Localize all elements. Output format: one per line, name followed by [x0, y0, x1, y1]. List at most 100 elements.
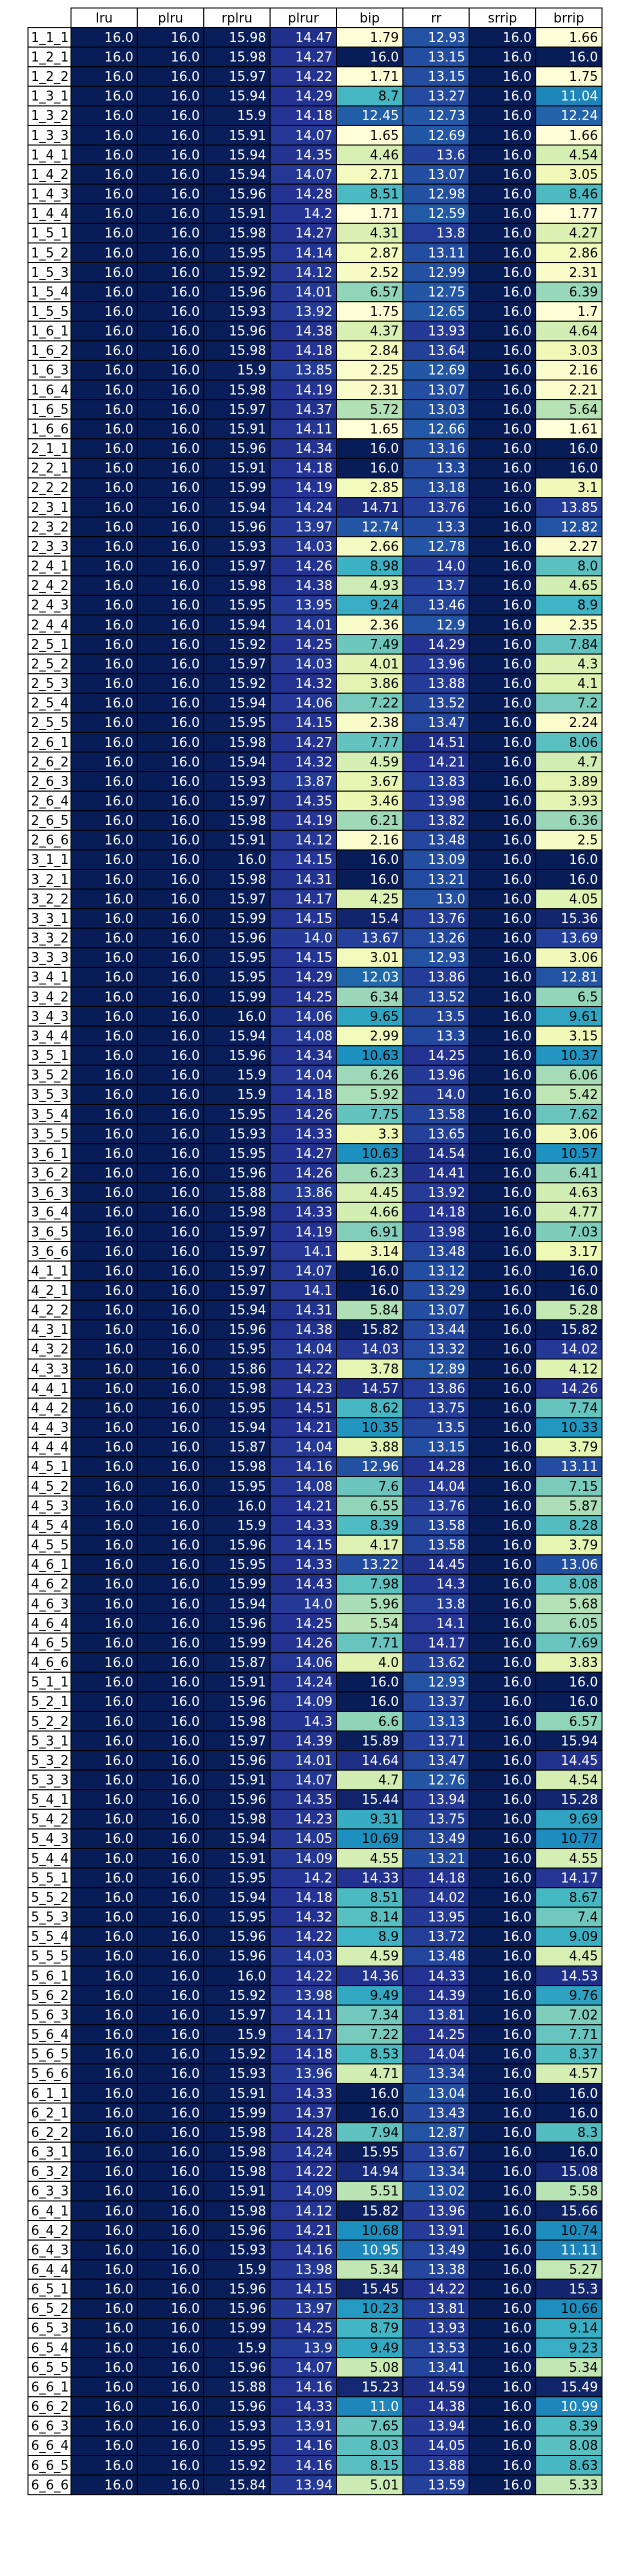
cell-value: 15.96 — [229, 325, 266, 340]
cell-value: 16.0 — [503, 1441, 532, 1456]
cell-value: 13.34 — [428, 2067, 465, 2082]
cell-value: 16.0 — [171, 971, 200, 986]
cell-value: 14.05 — [428, 2439, 465, 2454]
cell-value: 4.46 — [370, 148, 399, 163]
table-row: 2_5_4 16.0 16.0 15.94 14.06 7.22 13.52 16.0 7.2 — [27, 692, 603, 714]
cell-value: 14.22 — [295, 2165, 332, 2180]
cell-value: 16.0 — [104, 853, 133, 868]
cell-value: 13.58 — [428, 1108, 465, 1123]
cell-value: 16.0 — [171, 1167, 200, 1182]
row-label: 5_4_2 — [31, 1813, 69, 1828]
cell-value: 16.0 — [104, 1186, 133, 1201]
cell-value: 10.63 — [362, 1049, 399, 1064]
cell-value: 15.94 — [229, 618, 266, 633]
cell-value: 16.0 — [569, 1695, 598, 1710]
cell-value: 16.0 — [104, 1911, 133, 1926]
cell-value: 15.9 — [237, 2341, 266, 2356]
cell-value: 14.53 — [561, 1969, 598, 1984]
header-row: lru plru rplru plrur bip rr srrip brrip — [70, 7, 603, 29]
row-label: 6_2_1 — [31, 2106, 69, 2121]
row-label: 3_4_2 — [31, 990, 69, 1005]
cell-value: 16.0 — [503, 853, 532, 868]
row-label: 4_5_1 — [31, 1460, 69, 1475]
row-label: 1_6_5 — [31, 403, 69, 418]
cell-value: 16.0 — [237, 853, 266, 868]
cell-value: 16.0 — [503, 1343, 532, 1358]
cell-value: 14.09 — [295, 1695, 332, 1710]
cell-value: 14.0 — [304, 1597, 333, 1612]
row-label: 2_4_4 — [31, 618, 69, 633]
cell-value: 14.26 — [295, 560, 332, 575]
cell-value: 16.0 — [503, 2146, 532, 2161]
cell-value: 16.0 — [171, 403, 200, 418]
cell-value: 16.0 — [171, 1343, 200, 1358]
cell-value: 14.16 — [295, 1460, 332, 1475]
table-row: 4_6_4 16.0 16.0 15.96 14.25 5.54 14.1 16.0 6.05 — [27, 1613, 603, 1634]
table-row: 6_3_1 16.0 16.0 15.98 14.24 15.95 13.67 16.0 16.… — [27, 2141, 603, 2163]
cell-value: 15.92 — [229, 638, 266, 653]
cell-value: 1.75 — [569, 70, 598, 85]
cell-value: 16.0 — [503, 1989, 532, 2004]
cell-value: 4.66 — [370, 1206, 399, 1221]
cell-value: 5.01 — [370, 2478, 399, 2493]
cell-value: 16.0 — [370, 873, 399, 888]
cell-value: 10.23 — [362, 2302, 399, 2317]
cell-value: 16.0 — [503, 794, 532, 809]
cell-value: 15.92 — [229, 2048, 266, 2063]
cell-value: 4.05 — [569, 892, 598, 907]
table-row: 5_6_6 16.0 16.0 15.93 13.96 4.71 13.34 16.0 4.57 — [27, 2063, 603, 2084]
row-label: 5_6_5 — [31, 2048, 69, 2063]
cell-value: 8.98 — [370, 560, 399, 575]
cell-value: 16.0 — [503, 1969, 532, 1984]
cell-value: 5.33 — [569, 2478, 598, 2493]
table-row: 6_6_2 16.0 16.0 15.96 14.33 11.0 14.38 16.0 10.9… — [27, 2396, 603, 2417]
table-row: 2_6_6 16.0 16.0 15.91 14.12 2.16 13.48 16.0 2.5 — [27, 829, 603, 851]
table-row: 5_4_3 16.0 16.0 15.94 14.05 10.69 13.49 16.0 10.… — [27, 1828, 603, 1850]
cell-value: 15.84 — [229, 2478, 266, 2493]
cell-value: 8.0 — [577, 560, 598, 575]
cell-value: 3.01 — [370, 951, 399, 966]
cell-value: 2.52 — [370, 266, 399, 281]
cell-value: 15.95 — [229, 1480, 266, 1495]
cell-value: 16.0 — [104, 677, 133, 692]
cell-value: 16.0 — [171, 1597, 200, 1612]
table-row: 5_3_1 16.0 16.0 15.97 14.39 15.89 13.71 16.0 15.… — [27, 1730, 603, 1752]
cell-value: 2.86 — [569, 246, 598, 261]
row-label: 2_5_2 — [31, 657, 69, 672]
cell-value: 8.46 — [569, 188, 598, 203]
row-label: 2_2_1 — [31, 462, 69, 477]
cell-value: 16.0 — [171, 716, 200, 731]
cell-value: 14.27 — [295, 227, 332, 242]
row-label: 2_5_4 — [31, 697, 69, 712]
cell-value: 9.24 — [370, 599, 399, 614]
cell-value: 16.0 — [503, 2380, 532, 2395]
table-row: 4_3_1 16.0 16.0 15.96 14.38 15.82 13.44 16.0 15.… — [27, 1319, 603, 1340]
cell-value: 14.22 — [295, 1362, 332, 1377]
cell-value: 16.0 — [104, 325, 133, 340]
cell-value: 15.98 — [229, 1382, 266, 1397]
cell-value: 14.16 — [295, 2459, 332, 2474]
cell-value: 2.38 — [370, 716, 399, 731]
cell-value: 13.86 — [428, 971, 465, 986]
cell-value: 16.0 — [503, 2341, 532, 2356]
table-row: 6_5_1 16.0 16.0 15.96 14.15 15.45 14.22 16.0 15.… — [27, 2278, 603, 2300]
cell-value: 16.0 — [171, 129, 200, 144]
cell-value: 15.96 — [229, 1793, 266, 1808]
cell-value: 7.22 — [370, 2028, 399, 2043]
cell-value: 15.94 — [229, 755, 266, 770]
cell-value: 14.07 — [295, 2361, 332, 2376]
cell-value: 15.95 — [229, 2439, 266, 2454]
cell-value: 14.15 — [295, 951, 332, 966]
cell-value: 16.0 — [503, 951, 532, 966]
cell-value: 3.79 — [569, 1441, 598, 1456]
cell-value: 13.09 — [428, 853, 465, 868]
cell-value: 15.9 — [237, 2263, 266, 2278]
cell-value: 6.55 — [370, 1499, 399, 1514]
cell-value: 16.0 — [370, 1695, 399, 1710]
cell-value: 14.47 — [295, 31, 332, 46]
cell-value: 3.17 — [569, 1245, 598, 1260]
cell-value: 16.0 — [503, 579, 532, 594]
cell-value: 16.0 — [171, 2224, 200, 2239]
cell-value: 1.79 — [370, 31, 399, 46]
cell-value: 16.0 — [171, 1441, 200, 1456]
